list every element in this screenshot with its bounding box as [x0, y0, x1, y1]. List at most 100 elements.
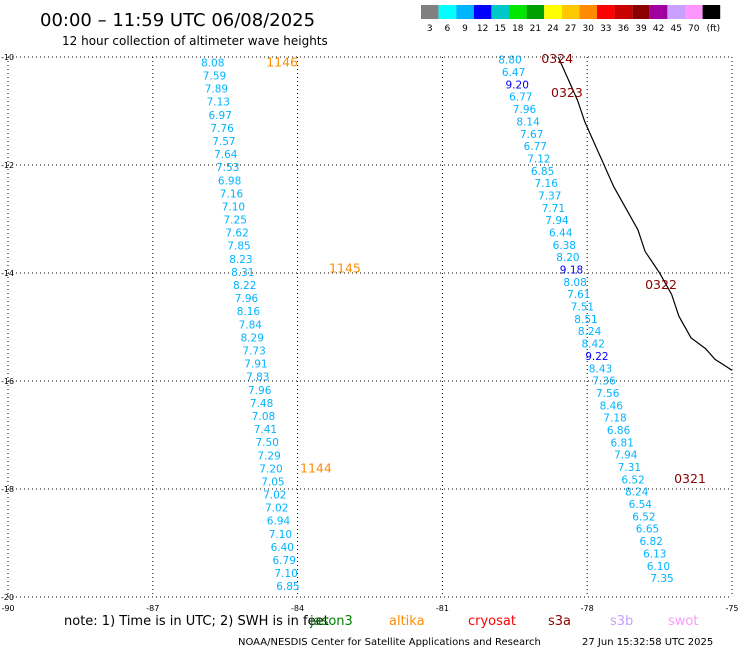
legend-swatch: [632, 5, 650, 19]
wave-height-value: 8.16: [237, 306, 261, 318]
coastline: [557, 56, 733, 371]
satellite-name: cryosat: [468, 614, 516, 629]
wave-height-value: 6.52: [632, 511, 655, 523]
pass-time-label: 0323: [551, 85, 583, 100]
legend-tick-label: 39: [635, 24, 647, 34]
wave-height-value: 7.02: [263, 490, 286, 502]
wave-height-value: 7.71: [542, 203, 565, 215]
wave-height-value: 9.20: [506, 79, 529, 91]
wave-height-value: 8.42: [582, 339, 605, 351]
wave-height-value: 7.64: [214, 149, 238, 161]
wave-height-value: 8.14: [516, 116, 540, 128]
wave-height-value: 7.02: [265, 503, 288, 515]
legend-swatch: [509, 5, 527, 19]
legend-tick-label: 30: [582, 24, 594, 34]
legend-tick-label: 15: [494, 24, 505, 34]
legend-swatch: [579, 5, 597, 19]
wave-height-value: 7.96: [235, 293, 259, 305]
pass-time-label: 0321: [674, 471, 706, 486]
longitude-tick-label: -81: [436, 604, 449, 613]
wave-height-value: 6.82: [640, 536, 663, 548]
legend-tick-label: 45: [670, 24, 681, 34]
legend-swatch: [456, 5, 474, 19]
credit-text: NOAA/NESDIS Center for Satellite Applica…: [238, 637, 541, 648]
legend-tick-label: 36: [618, 24, 630, 34]
wave-height-value: 6.40: [271, 542, 294, 554]
coastline-path: [557, 56, 733, 371]
wave-height-value: 7.94: [545, 215, 569, 227]
wave-height-value: 7.67: [520, 129, 543, 141]
wave-height-value: 6.10: [647, 561, 670, 573]
wave-height-value: 8.22: [233, 280, 256, 292]
wave-height-value: 6.77: [509, 92, 532, 104]
wave-height-value: 8.46: [600, 400, 624, 412]
legend-swatch: [438, 5, 457, 19]
altimeter-tracks: 8.08 7.597.897.136.977.767.577.647.536.98…: [201, 55, 674, 594]
wave-height-value: 8.24: [625, 487, 649, 499]
wave-height-value: 6.81: [611, 437, 634, 449]
wave-height-value: 7.53: [216, 162, 239, 174]
wave-height-value: 7.08: [252, 411, 275, 423]
wave-height-value: 7.73: [242, 346, 265, 358]
satellite-name: swot: [668, 614, 698, 629]
legend-tick-label: 18: [512, 24, 524, 34]
satellite-name: s3b: [610, 614, 633, 629]
legend-swatch: [473, 5, 492, 19]
wave-height-value: 6.13: [643, 548, 666, 560]
legend-tick-label: 9: [462, 24, 468, 34]
wave-height-value: 7.35: [650, 573, 673, 585]
wave-height-value: 6.79: [273, 555, 296, 567]
wave-height-value: 7.25: [224, 215, 247, 227]
longitude-tick-label: -84: [291, 604, 304, 613]
wave-height-value: 7.41: [254, 424, 277, 436]
wave-height-value: 7.31: [618, 462, 641, 474]
wave-height-value: 6.47: [502, 67, 525, 79]
latitude-tick-label: -12: [1, 161, 14, 170]
wave-height-value: 6.65: [636, 524, 659, 536]
legend-tick-label: 3: [427, 24, 433, 34]
wave-height-value: 6.44: [549, 228, 573, 240]
wave-height-value: 7.10: [274, 568, 297, 580]
wave-height-value: 6.52: [621, 474, 644, 486]
wave-height-value: 8.08: [201, 57, 224, 69]
wave-height-value: 8.08: [563, 277, 586, 289]
latitude-tick-label: -16: [1, 377, 14, 386]
legend-swatch: [649, 5, 668, 19]
wave-height-value: 7.16: [535, 178, 559, 190]
wave-height-value: 7.10: [269, 529, 292, 541]
wave-height-value: 7.16: [220, 188, 244, 200]
wave-height-value: 7.50: [256, 437, 279, 449]
wave-height-value: 6.85: [531, 166, 554, 178]
wave-height-value: 7.76: [210, 123, 234, 135]
wave-height-value: 7.96: [513, 104, 537, 116]
legend-swatch: [491, 5, 509, 19]
wave-height-value: 7.10: [222, 201, 245, 213]
wave-height-value: 7.61: [567, 289, 590, 301]
legend-swatch: [561, 5, 580, 19]
wave-height-value: 7.56: [596, 388, 620, 400]
longitude-tick-label: -75: [725, 604, 738, 613]
wave-height-value: 6.54: [629, 499, 653, 511]
wave-height-value: 8.29: [241, 332, 264, 344]
legend-tick-label: 6: [445, 24, 451, 34]
pass-time-label: 1144: [300, 460, 332, 475]
footer-note: note: 1) Time is in UTC; 2) SWH is in fe…: [64, 614, 329, 629]
wave-height-value: 7.36: [592, 376, 616, 388]
wave-height-value: 6.86: [607, 425, 631, 437]
latitude-tick-label: -20: [1, 593, 14, 602]
wave-height-value: 6.77: [524, 141, 547, 153]
latitude-tick-label: -18: [1, 485, 14, 494]
wave-height-value: 7.57: [212, 136, 235, 148]
latitude-tick-label: -10: [1, 53, 14, 62]
wave-height-value: 6.85: [276, 581, 299, 593]
satellite-name: jason3: [309, 614, 353, 629]
pass-time-label: 1146: [266, 54, 298, 69]
wave-height-value: 7.48: [250, 398, 273, 410]
wave-height-value: 7.96: [248, 385, 272, 397]
pass-time-label: 0322: [645, 277, 677, 292]
legend-swatch: [614, 5, 633, 19]
wave-height-value: 7.29: [257, 450, 280, 462]
legend-tick-label: 33: [600, 24, 611, 34]
legend-swatch: [544, 5, 562, 19]
pass-time-label: 1145: [329, 261, 361, 276]
